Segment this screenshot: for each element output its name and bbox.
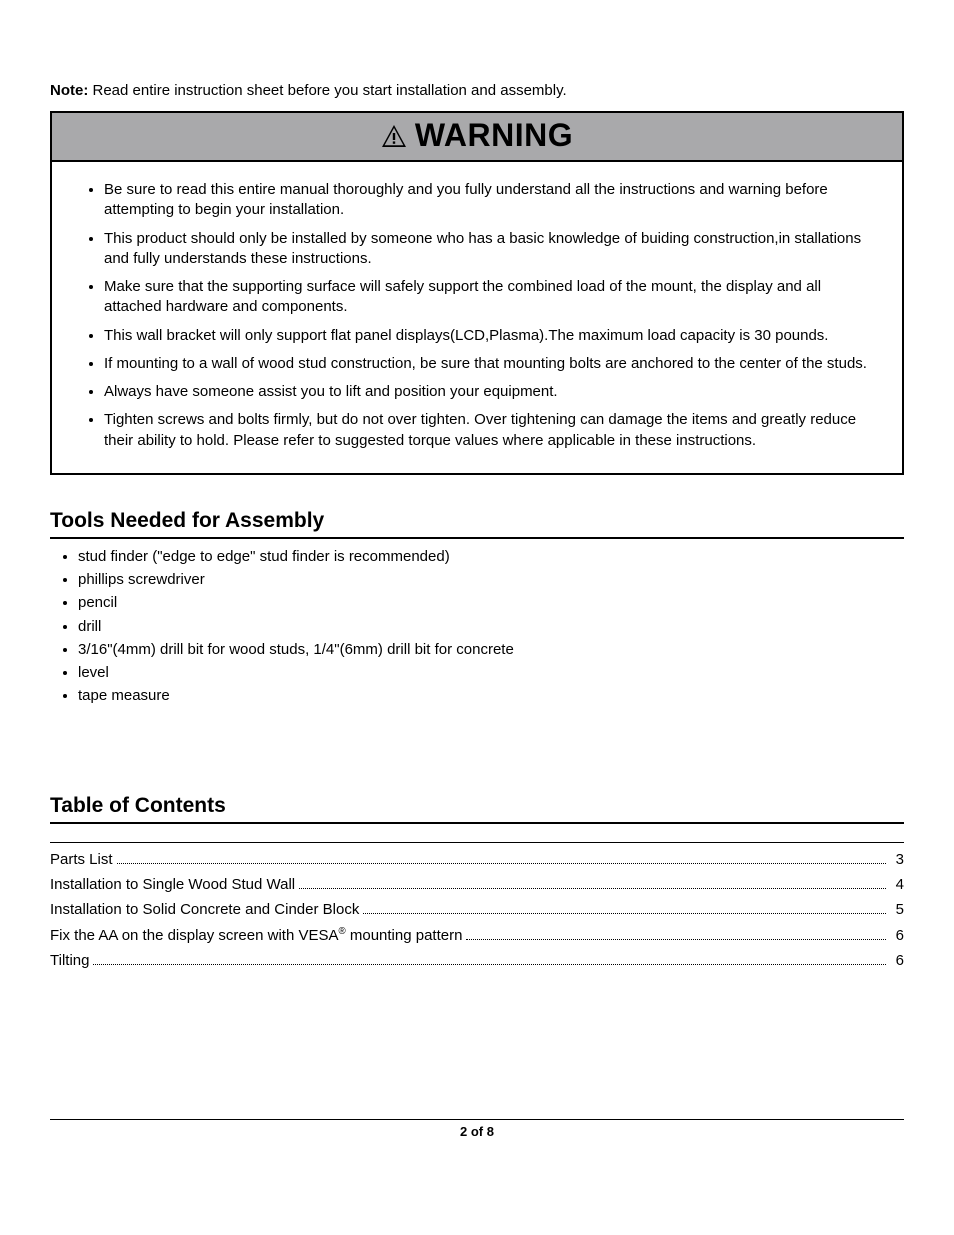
warning-item: Be sure to read this entire manual thoro… (104, 180, 878, 221)
tool-item: drill (78, 615, 904, 638)
toc-page-number: 6 (890, 927, 904, 944)
page-footer: 2 of 8 (50, 1119, 904, 1139)
document-page: Note: Read entire instruction sheet befo… (0, 0, 954, 1235)
toc-dot-leader (299, 888, 886, 889)
toc-title: Table of Contents (50, 794, 904, 824)
toc-dot-leader (93, 964, 885, 965)
warning-item: If mounting to a wall of wood stud const… (104, 354, 878, 374)
note-text: Read entire instruction sheet before you… (88, 82, 566, 99)
toc-label: Tilting (50, 952, 89, 969)
warning-triangle-icon (381, 124, 407, 148)
tools-title: Tools Needed for Assembly (50, 509, 904, 539)
toc-dot-leader (466, 939, 885, 940)
toc-label: Fix the AA on the display screen with VE… (50, 926, 462, 944)
toc-row: Installation to Single Wood Stud Wall 4 (50, 876, 904, 893)
toc-row: Fix the AA on the display screen with VE… (50, 926, 904, 944)
tool-item: 3/16"(4mm) drill bit for wood studs, 1/4… (78, 638, 904, 661)
toc-page-number: 5 (890, 901, 904, 918)
warning-item: Always have someone assist you to lift a… (104, 382, 878, 402)
registered-mark: ® (339, 926, 346, 937)
toc-page-number: 4 (890, 876, 904, 893)
note-line: Note: Read entire instruction sheet befo… (50, 82, 904, 99)
toc-label-post: mounting pattern (346, 927, 463, 944)
warning-item: This product should only be installed by… (104, 229, 878, 270)
warning-body: Be sure to read this entire manual thoro… (52, 162, 902, 473)
toc-dot-leader (117, 863, 886, 864)
warning-list: Be sure to read this entire manual thoro… (76, 180, 878, 451)
tool-item: tape measure (78, 684, 904, 707)
toc-dot-leader (363, 913, 885, 914)
warning-item: Make sure that the supporting surface wi… (104, 277, 878, 318)
tools-list: stud finder ("edge to edge" stud finder … (50, 545, 904, 708)
tools-section: Tools Needed for Assembly stud finder ("… (50, 509, 904, 708)
note-label: Note: (50, 82, 88, 99)
toc-section: Table of Contents Parts List 3 Installat… (50, 794, 904, 969)
toc-underline-divider (50, 842, 904, 843)
toc-row: Installation to Solid Concrete and Cinde… (50, 901, 904, 918)
toc-row: Parts List 3 (50, 851, 904, 868)
warning-item: This wall bracket will only support flat… (104, 326, 878, 346)
warning-box: WARNING Be sure to read this entire manu… (50, 111, 904, 475)
toc-label-pre: Fix the AA on the display screen with VE… (50, 927, 339, 944)
warning-item: Tighten screws and bolts firmly, but do … (104, 410, 878, 451)
toc-page-number: 6 (890, 952, 904, 969)
toc-label: Installation to Single Wood Stud Wall (50, 876, 295, 893)
page-number: 2 of 8 (460, 1124, 494, 1139)
tool-item: pencil (78, 591, 904, 614)
tool-item: phillips screwdriver (78, 568, 904, 591)
toc-row: Tilting 6 (50, 952, 904, 969)
toc-label: Parts List (50, 851, 113, 868)
warning-title: WARNING (415, 117, 573, 154)
toc-page-number: 3 (890, 851, 904, 868)
toc-label: Installation to Solid Concrete and Cinde… (50, 901, 359, 918)
tool-item: level (78, 661, 904, 684)
tool-item: stud finder ("edge to edge" stud finder … (78, 545, 904, 568)
warning-header: WARNING (52, 113, 902, 162)
